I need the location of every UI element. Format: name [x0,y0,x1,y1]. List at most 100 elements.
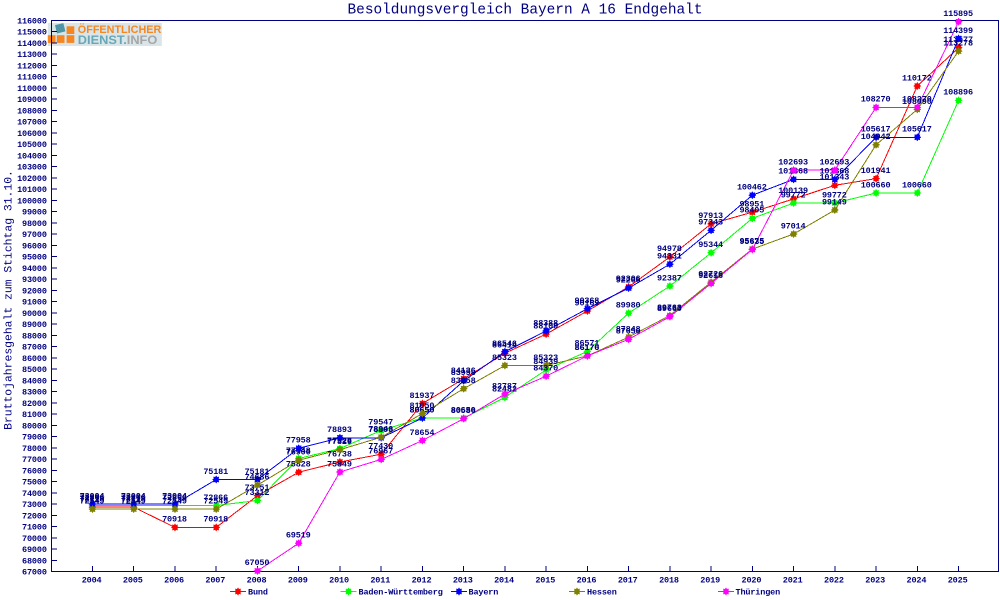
svg-text:95000: 95000 [22,253,47,263]
svg-text:86170: 86170 [575,343,600,353]
svg-text:2018: 2018 [659,575,679,585]
svg-text:90368: 90368 [575,296,600,306]
svg-text:67050: 67050 [245,558,270,568]
svg-text:72866: 72866 [121,493,146,503]
svg-text:76000: 76000 [22,466,47,476]
svg-text:105000: 105000 [17,140,47,150]
svg-text:73312: 73312 [245,488,270,498]
svg-text:86414: 86414 [492,340,517,350]
svg-text:113278: 113278 [943,38,973,48]
svg-text:72549: 72549 [162,496,187,506]
svg-text:2014: 2014 [494,575,514,585]
svg-text:98951: 98951 [739,200,764,210]
svg-text:Thüringen: Thüringen [736,587,781,597]
svg-text:82000: 82000 [22,399,47,409]
svg-text:115895: 115895 [943,9,973,19]
svg-text:80586: 80586 [451,406,476,416]
svg-text:99772: 99772 [822,190,847,200]
svg-text:72866: 72866 [80,493,105,503]
svg-text:110172: 110172 [902,73,932,83]
svg-text:2024: 2024 [907,575,927,585]
svg-text:2007: 2007 [205,575,225,585]
svg-text:90000: 90000 [22,309,47,319]
svg-text:75181: 75181 [245,467,270,477]
svg-text:2019: 2019 [700,575,720,585]
svg-text:72866: 72866 [203,493,228,503]
svg-text:70918: 70918 [203,515,228,525]
svg-text:76900: 76900 [286,447,311,457]
svg-text:111000: 111000 [17,73,47,83]
svg-text:77430: 77430 [368,442,393,452]
svg-text:100660: 100660 [861,180,891,190]
svg-text:78946: 78946 [368,424,393,434]
svg-text:114000: 114000 [17,39,47,49]
svg-text:78000: 78000 [22,444,47,454]
svg-text:83958: 83958 [451,368,476,378]
svg-text:102000: 102000 [17,174,47,184]
svg-text:101000: 101000 [17,185,47,195]
svg-text:87650: 87650 [616,327,641,337]
svg-text:69519: 69519 [286,530,311,540]
svg-text:86546: 86546 [492,339,517,349]
svg-text:Bayern: Bayern [469,587,499,597]
svg-text:74686: 74686 [245,472,270,482]
svg-text:92387: 92387 [657,273,682,283]
svg-text:86176: 86176 [575,343,600,353]
svg-text:2006: 2006 [164,575,184,585]
svg-text:72549: 72549 [80,496,105,506]
svg-text:95635: 95635 [739,237,764,247]
svg-text:82787: 82787 [492,381,517,391]
svg-text:75000: 75000 [22,478,47,488]
svg-text:99772: 99772 [781,190,806,200]
svg-text:100139: 100139 [778,186,808,196]
svg-text:102693: 102693 [819,157,849,167]
svg-text:2015: 2015 [535,575,555,585]
svg-text:70000: 70000 [22,534,47,544]
svg-text:88000: 88000 [22,331,47,341]
svg-text:89763: 89763 [657,303,682,313]
svg-text:88388: 88388 [533,318,558,328]
svg-text:108896: 108896 [943,88,973,98]
svg-text:77829: 77829 [327,437,352,447]
svg-text:104942: 104942 [861,132,891,142]
svg-text:98405: 98405 [739,206,764,216]
svg-text:78893: 78893 [327,425,352,435]
svg-text:73004: 73004 [121,491,146,501]
svg-text:92616: 92616 [698,271,723,281]
svg-text:112000: 112000 [17,61,47,71]
svg-text:89980: 89980 [616,300,641,310]
svg-text:72000: 72000 [22,511,47,521]
svg-text:108270: 108270 [902,95,932,105]
svg-text:78893: 78893 [368,425,393,435]
svg-text:72549: 72549 [121,496,146,506]
svg-text:77000: 77000 [22,455,47,465]
svg-text:92000: 92000 [22,286,47,296]
svg-text:96000: 96000 [22,241,47,251]
svg-text:86571: 86571 [575,339,600,349]
svg-text:72549: 72549 [203,496,228,506]
svg-text:92206: 92206 [616,275,641,285]
svg-text:102693: 102693 [778,157,808,167]
svg-text:107000: 107000 [17,118,47,128]
svg-text:94000: 94000 [22,264,47,274]
svg-text:97000: 97000 [22,230,47,240]
svg-text:91000: 91000 [22,298,47,308]
svg-text:89000: 89000 [22,320,47,330]
svg-text:80650: 80650 [451,405,476,415]
svg-text:100462: 100462 [737,183,767,193]
svg-text:81050: 81050 [410,401,435,411]
svg-text:94331: 94331 [657,251,682,261]
svg-text:68000: 68000 [22,556,47,566]
svg-text:87000: 87000 [22,343,47,353]
svg-text:79547: 79547 [368,418,393,428]
svg-text:2004: 2004 [82,575,102,585]
svg-text:79000: 79000 [22,433,47,443]
svg-text:100660: 100660 [902,180,932,190]
svg-text:72866: 72866 [162,493,187,503]
svg-text:85323: 85323 [492,353,517,363]
svg-text:2017: 2017 [618,575,638,585]
svg-text:93000: 93000 [22,275,47,285]
svg-text:75828: 75828 [286,460,311,470]
svg-text:103000: 103000 [17,163,47,173]
svg-text:67000: 67000 [22,568,47,578]
